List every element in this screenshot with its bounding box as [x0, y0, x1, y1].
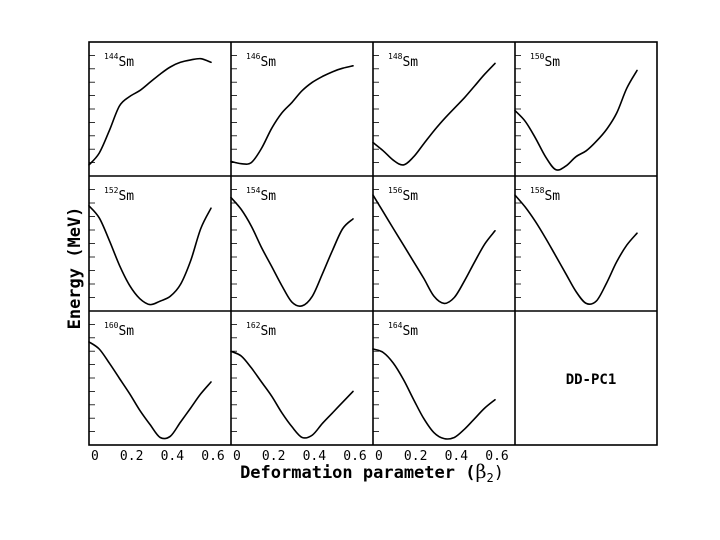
- nucleus-label: 144Sm: [104, 52, 134, 70]
- panel-sm-156: 156Sm: [372, 186, 496, 305]
- energy-curve-sm-164: [372, 348, 496, 440]
- nucleus-label: 164Sm: [388, 321, 418, 339]
- panel-sm-162: 162Sm: [230, 321, 354, 439]
- nucleus-label: 150Sm: [530, 52, 560, 70]
- energy-curve-sm-160: [88, 341, 212, 440]
- element-symbol: Sm: [260, 55, 276, 70]
- mass-number: 164: [388, 321, 403, 330]
- panel-sm-154: 154Sm: [230, 186, 354, 307]
- x-axis-label: Deformation parameter (β2): [240, 461, 504, 485]
- panel-sm-144: 144Sm: [88, 52, 212, 166]
- energy-curve-sm-144: [88, 57, 212, 166]
- energy-curve-sm-148: [372, 62, 496, 166]
- panel-sm-160: 160Sm: [88, 321, 212, 440]
- nucleus-label: 162Sm: [246, 321, 276, 339]
- element-symbol: Sm: [260, 324, 276, 339]
- nucleus-label: 154Sm: [246, 186, 276, 204]
- energy-curve-sm-162: [230, 350, 354, 439]
- nucleus-label: 152Sm: [104, 186, 134, 204]
- x-tick-label: 0.2: [262, 449, 285, 464]
- nucleus-label: 158Sm: [530, 186, 560, 204]
- element-symbol: Sm: [402, 324, 418, 339]
- element-symbol: Sm: [544, 189, 560, 204]
- mass-number: 144: [104, 52, 119, 61]
- x-axis-label-greek: β: [475, 461, 486, 483]
- panel-sm-146: 146Sm: [230, 52, 354, 165]
- mass-number: 148: [388, 52, 403, 61]
- energy-curve-sm-156: [372, 194, 496, 305]
- x-tick-label: 0.6: [201, 449, 224, 464]
- panel-sm-164: 164Sm: [372, 321, 496, 440]
- x-tick-label: 0.4: [161, 449, 185, 464]
- x-tick-label: 0: [375, 449, 383, 464]
- x-tick-label: 0.2: [120, 449, 143, 464]
- y-axis-label: Energy (MeV): [65, 207, 85, 330]
- element-symbol: Sm: [402, 189, 418, 204]
- mass-number: 154: [246, 186, 261, 195]
- panel-sm-158: 158Sm: [514, 186, 638, 306]
- x-axis-label-close: ): [494, 463, 504, 483]
- x-tick-label: 0: [233, 449, 241, 464]
- element-symbol: Sm: [402, 55, 418, 70]
- element-symbol: Sm: [118, 55, 134, 70]
- energy-curve-sm-146: [230, 65, 354, 165]
- nucleus-label: 156Sm: [388, 186, 418, 204]
- x-tick-label: 0.4: [303, 449, 327, 464]
- panel-sm-150: 150Sm: [514, 52, 638, 171]
- x-tick-label: 0.4: [445, 449, 469, 464]
- grid-lines: [88, 41, 658, 446]
- nucleus-label: 146Sm: [246, 52, 276, 70]
- energy-curve-sm-150: [514, 69, 638, 171]
- x-axis-label-text: Deformation parameter (: [240, 463, 475, 483]
- nucleus-label: 160Sm: [104, 321, 134, 339]
- mass-number: 160: [104, 321, 119, 330]
- x-axis-label-subscript: 2: [486, 471, 493, 485]
- mass-number: 150: [530, 52, 545, 61]
- element-symbol: Sm: [118, 189, 134, 204]
- mass-number: 162: [246, 321, 261, 330]
- energy-curve-sm-154: [230, 196, 354, 307]
- energy-curve-sm-158: [514, 194, 638, 306]
- mass-number: 158: [530, 186, 545, 195]
- mass-number: 146: [246, 52, 261, 61]
- model-label: DD-PC1: [566, 372, 617, 388]
- x-tick-label: 0.6: [485, 449, 508, 464]
- element-symbol: Sm: [544, 55, 560, 70]
- mass-number: 152: [104, 186, 119, 195]
- mass-number: 156: [388, 186, 403, 195]
- panel-sm-148: 148Sm: [372, 52, 496, 166]
- energy-curve-sm-152: [88, 205, 212, 306]
- x-tick-label: 0.2: [404, 449, 427, 464]
- x-tick-label: 0.6: [343, 449, 366, 464]
- element-symbol: Sm: [118, 324, 134, 339]
- nucleus-label: 148Sm: [388, 52, 418, 70]
- x-tick-labels: 0 0.2 0.4 0.6 0 0.2 0.4 0.6 0 0.2 0.4 0.6: [91, 449, 509, 464]
- x-tick-label: 0: [91, 449, 99, 464]
- panel-sm-152: 152Sm: [88, 186, 212, 306]
- element-symbol: Sm: [260, 189, 276, 204]
